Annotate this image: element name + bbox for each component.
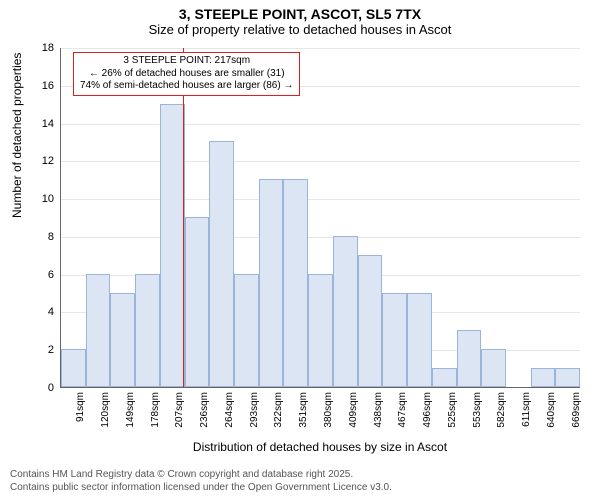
- bar: [283, 179, 308, 387]
- annotation-box: 3 STEEPLE POINT: 217sqm← 26% of detached…: [73, 52, 300, 96]
- x-tick-label: 496sqm: [422, 392, 433, 428]
- x-tick-label: 293sqm: [249, 392, 260, 428]
- x-tick-label: 669sqm: [571, 392, 582, 428]
- bar: [457, 330, 482, 387]
- footer-line1: Contains HM Land Registry data © Crown c…: [10, 468, 392, 481]
- y-tick-label: 2: [48, 344, 54, 356]
- bar: [61, 349, 86, 387]
- bar: [185, 217, 210, 387]
- x-tick-label: 178sqm: [150, 392, 161, 428]
- x-tick-label: 351sqm: [298, 392, 309, 428]
- bar: [209, 141, 234, 387]
- bar: [234, 274, 259, 387]
- chart-title-sub: Size of property relative to detached ho…: [0, 22, 600, 37]
- chart-title-main: 3, STEEPLE POINT, ASCOT, SL5 7TX: [0, 0, 600, 22]
- x-tick-label: 553sqm: [472, 392, 483, 428]
- bar: [531, 368, 556, 387]
- footer-line2: Contains public sector information licen…: [10, 481, 392, 494]
- x-tick-label: 467sqm: [397, 392, 408, 428]
- x-tick-label: 380sqm: [323, 392, 334, 428]
- y-tick-label: 4: [48, 306, 54, 318]
- bar: [259, 179, 284, 387]
- x-tick-label: 438sqm: [373, 392, 384, 428]
- x-tick-label: 120sqm: [100, 392, 111, 428]
- y-tick-label: 10: [42, 193, 54, 205]
- bar: [86, 274, 111, 387]
- x-tick-label: 525sqm: [447, 392, 458, 428]
- bar: [481, 349, 506, 387]
- bar: [555, 368, 580, 387]
- x-tick-label: 91sqm: [75, 392, 86, 422]
- y-tick-label: 8: [48, 231, 54, 243]
- bar: [160, 104, 185, 387]
- x-tick-label: 236sqm: [199, 392, 210, 428]
- x-tick-label: 322sqm: [273, 392, 284, 428]
- chart-container: 3, STEEPLE POINT, ASCOT, SL5 7TX Size of…: [0, 0, 600, 500]
- bar: [407, 293, 432, 387]
- annotation-line: ← 26% of detached houses are smaller (31…: [80, 68, 293, 81]
- y-tick-label: 14: [42, 118, 54, 130]
- bar: [135, 274, 160, 387]
- x-tick-label: 207sqm: [174, 392, 185, 428]
- bars-group: [61, 48, 580, 387]
- y-tick-label: 0: [48, 382, 54, 394]
- x-tick-label: 582sqm: [496, 392, 507, 428]
- x-axis: 91sqm 120sqm 149sqm 178sqm 207sqm 236sqm 264sq…: [60, 388, 580, 448]
- y-tick-label: 6: [48, 269, 54, 281]
- bar: [432, 368, 457, 387]
- bar: [358, 255, 383, 387]
- bar: [382, 293, 407, 387]
- footer-attribution: Contains HM Land Registry data © Crown c…: [10, 468, 392, 494]
- y-tick-label: 16: [42, 80, 54, 92]
- x-tick-label: 640sqm: [546, 392, 557, 428]
- bar: [333, 236, 358, 387]
- x-tick-label: 264sqm: [224, 392, 235, 428]
- x-tick-label: 149sqm: [125, 392, 136, 428]
- annotation-line: 3 STEEPLE POINT: 217sqm: [80, 55, 293, 68]
- y-tick-label: 18: [42, 42, 54, 54]
- y-tick-label: 12: [42, 155, 54, 167]
- reference-line: [183, 48, 184, 387]
- annotation-line: 74% of semi-detached houses are larger (…: [80, 80, 293, 93]
- x-tick-label: 409sqm: [348, 392, 359, 428]
- x-axis-label: Distribution of detached houses by size …: [60, 440, 580, 454]
- y-axis: 024681012141618: [0, 48, 58, 388]
- bar: [110, 293, 135, 387]
- bar: [308, 274, 333, 387]
- x-tick-label: 611sqm: [521, 392, 532, 427]
- plot-area: 3 STEEPLE POINT: 217sqm← 26% of detached…: [60, 48, 580, 388]
